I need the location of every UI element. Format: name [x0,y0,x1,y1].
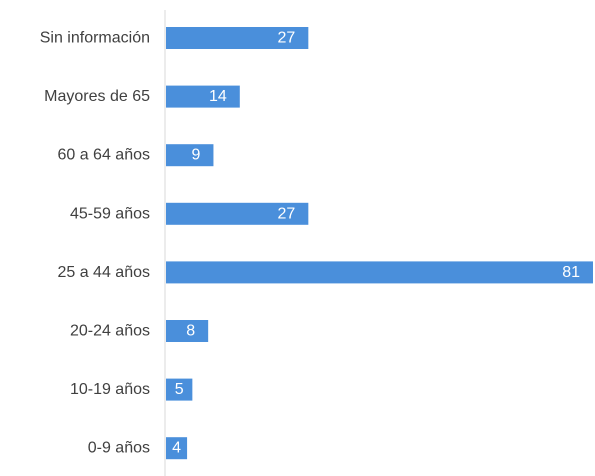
data-label: 27 [278,30,296,47]
category-label: 0-9 años [88,440,150,457]
bar [166,378,193,401]
bar [166,437,188,460]
category-label: Mayores de 65 [44,88,150,105]
data-label: 81 [562,264,580,281]
category-label: 60 a 64 años [57,147,150,164]
category-label: 25 a 44 años [57,264,150,281]
bar [166,144,214,167]
data-label: 4 [172,440,181,457]
bar [166,85,240,108]
bar [166,261,593,284]
bar [166,27,309,49]
bars-group: Sin información 27 Mayores de 65 14 60 a 64 … [40,27,593,460]
category-label: 20-24 años [70,323,150,340]
data-label: 27 [278,205,296,222]
data-label: 8 [186,323,195,340]
data-label: 5 [175,381,184,398]
category-label: 10-19 años [70,381,150,398]
bar [166,320,209,342]
data-label: 9 [192,147,201,164]
category-label: 45-59 años [70,205,150,222]
bar [166,202,309,225]
data-label: 14 [209,88,227,105]
category-label: Sin información [40,30,150,47]
